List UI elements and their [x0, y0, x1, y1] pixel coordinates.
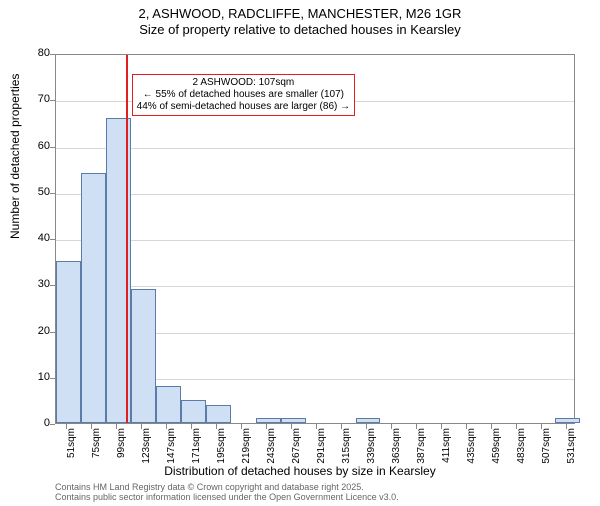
histogram-bar	[206, 405, 231, 424]
callout-line: 44% of semi-detached houses are larger (…	[137, 101, 350, 113]
x-tick-label: 411sqm	[441, 428, 452, 468]
x-tick-label: 363sqm	[391, 428, 402, 468]
y-tick-mark	[50, 100, 55, 101]
histogram-bar	[256, 418, 281, 423]
histogram-bar	[281, 418, 306, 423]
x-tick-label: 339sqm	[366, 428, 377, 468]
histogram-bar	[131, 289, 156, 423]
x-tick-label: 483sqm	[516, 428, 527, 468]
x-tick-label: 123sqm	[141, 428, 152, 468]
x-tick-label: 291sqm	[316, 428, 327, 468]
x-tick-label: 459sqm	[491, 428, 502, 468]
x-tick-label: 531sqm	[566, 428, 577, 468]
x-tick-label: 147sqm	[166, 428, 177, 468]
y-tick-label: 60	[10, 140, 50, 152]
y-tick-label: 50	[10, 186, 50, 198]
x-tick-label: 51sqm	[66, 428, 77, 468]
y-tick-mark	[50, 239, 55, 240]
page-subtitle: Size of property relative to detached ho…	[0, 22, 600, 37]
y-tick-mark	[50, 54, 55, 55]
x-tick-label: 387sqm	[416, 428, 427, 468]
y-tick-label: 0	[10, 417, 50, 429]
marker-line	[126, 55, 128, 423]
y-tick-mark	[50, 193, 55, 194]
chart-plot-area: 2 ASHWOOD: 107sqm← 55% of detached house…	[55, 54, 575, 424]
y-tick-label: 70	[10, 93, 50, 105]
y-tick-mark	[50, 147, 55, 148]
y-tick-mark	[50, 332, 55, 333]
x-tick-label: 171sqm	[191, 428, 202, 468]
x-tick-label: 267sqm	[291, 428, 302, 468]
histogram-bar	[156, 386, 181, 423]
histogram-bar	[81, 173, 106, 423]
marker-callout: 2 ASHWOOD: 107sqm← 55% of detached house…	[132, 74, 355, 116]
histogram-bar	[356, 418, 381, 423]
y-tick-label: 40	[10, 232, 50, 244]
page-title: 2, ASHWOOD, RADCLIFFE, MANCHESTER, M26 1…	[0, 6, 600, 21]
y-tick-mark	[50, 424, 55, 425]
x-tick-label: 195sqm	[216, 428, 227, 468]
histogram-bar	[56, 261, 81, 423]
y-tick-label: 10	[10, 371, 50, 383]
histogram-bar	[181, 400, 206, 423]
histogram-bar	[555, 418, 580, 423]
y-tick-label: 80	[10, 47, 50, 59]
x-tick-label: 315sqm	[341, 428, 352, 468]
callout-line: 2 ASHWOOD: 107sqm	[137, 77, 350, 89]
gridline	[56, 194, 574, 195]
attribution-text: Contains HM Land Registry data © Crown c…	[55, 482, 399, 502]
y-tick-label: 20	[10, 325, 50, 337]
x-tick-label: 243sqm	[266, 428, 277, 468]
x-tick-label: 75sqm	[91, 428, 102, 468]
attribution-line: Contains HM Land Registry data © Crown c…	[55, 482, 399, 492]
y-tick-label: 30	[10, 278, 50, 290]
gridline	[56, 286, 574, 287]
x-tick-label: 99sqm	[116, 428, 127, 468]
gridline	[56, 240, 574, 241]
gridline	[56, 148, 574, 149]
x-tick-label: 435sqm	[466, 428, 477, 468]
y-tick-mark	[50, 378, 55, 379]
attribution-line: Contains public sector information licen…	[55, 492, 399, 502]
x-tick-label: 219sqm	[241, 428, 252, 468]
x-tick-label: 507sqm	[541, 428, 552, 468]
callout-line: ← 55% of detached houses are smaller (10…	[137, 89, 350, 101]
y-tick-mark	[50, 285, 55, 286]
